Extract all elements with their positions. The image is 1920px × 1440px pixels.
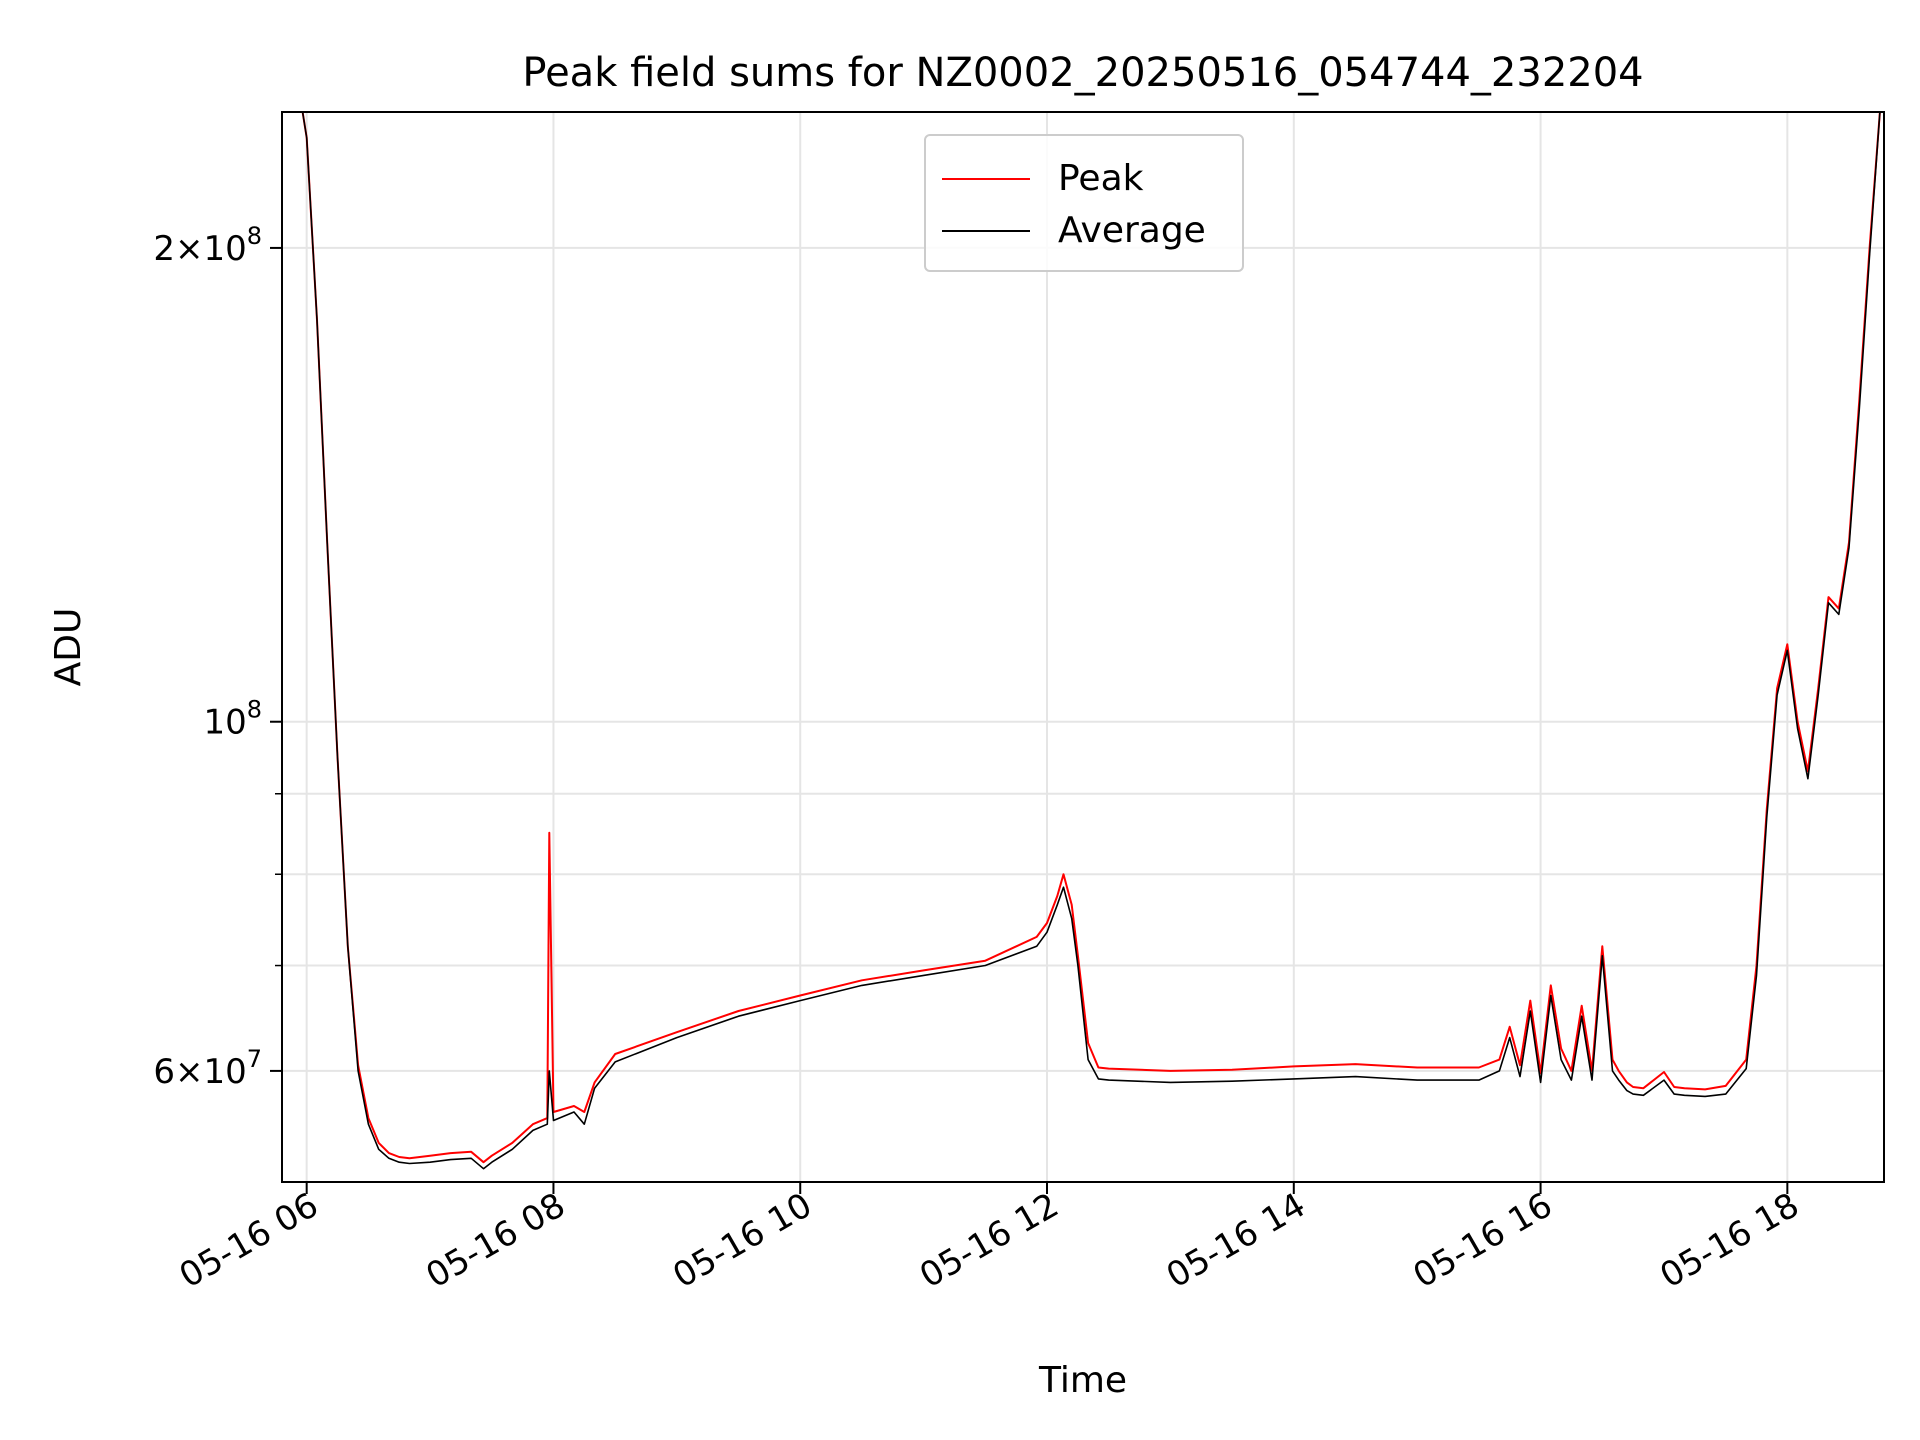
- plot-area-frame: [281, 111, 1885, 1183]
- series-line-average: [301, 112, 1881, 1170]
- legend-label-peak: Peak: [1058, 158, 1144, 199]
- grid: [282, 112, 1884, 1182]
- legend: Peak Average: [924, 134, 1244, 272]
- x-tick-label: 05-16 08: [420, 1185, 572, 1296]
- legend-item-average: Average: [926, 206, 1242, 256]
- legend-swatch-average: [942, 230, 1030, 232]
- chart-title: Peak field sums for NZ0002_20250516_0547…: [522, 50, 1643, 96]
- x-tick-label: 05-16 06: [173, 1185, 325, 1296]
- series-line-peak: [301, 112, 1881, 1164]
- y-axis-label: ADU: [48, 608, 89, 687]
- x-tick-label: 05-16 12: [913, 1185, 1065, 1296]
- x-tick-label: 05-16 16: [1407, 1185, 1559, 1296]
- x-tick-label: 05-16 10: [666, 1185, 818, 1296]
- legend-swatch-peak: [942, 178, 1030, 180]
- x-tick-label: 05-16 18: [1653, 1185, 1805, 1296]
- legend-item-peak: Peak: [926, 154, 1242, 204]
- legend-label-average: Average: [1058, 210, 1206, 251]
- x-axis-label: Time: [1038, 1360, 1127, 1401]
- x-tick-label: 05-16 14: [1160, 1185, 1312, 1296]
- y-tick-label: 108: [203, 696, 262, 743]
- x-axis-ticks: 05-16 06 05-16 08 05-16 10 05-16 12 05-16 14…: [173, 1182, 1806, 1296]
- y-tick-label: 6×107: [153, 1045, 262, 1092]
- y-axis-ticks: 2×108 108 6×107: [153, 222, 282, 1092]
- y-tick-label: 2×108: [153, 222, 262, 269]
- series-layer: [301, 112, 1881, 1170]
